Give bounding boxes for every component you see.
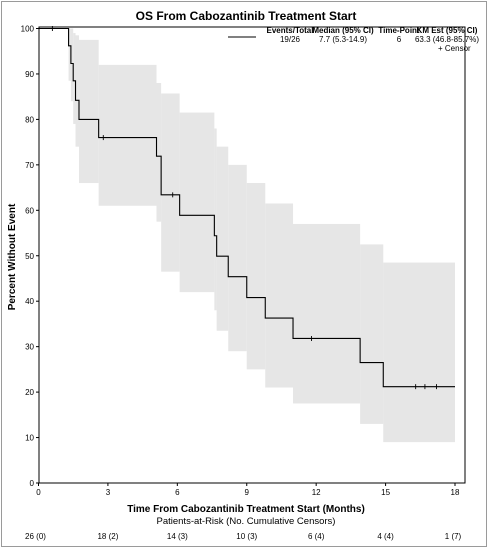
x-tick-label: 9 <box>245 488 250 497</box>
at-risk-title: Patients-at-Risk (No. Cumulative Censors… <box>157 516 336 527</box>
y-tick-label: 80 <box>25 115 34 124</box>
ci-band-segment <box>293 223 361 404</box>
y-tick-label: 100 <box>21 25 35 34</box>
at-risk-value: 4 (4) <box>377 532 394 541</box>
legend-km-est-value: 63.3 (46.8-85.7%) <box>415 35 479 44</box>
y-tick-label: 90 <box>25 70 34 79</box>
ci-band-segment <box>360 244 384 424</box>
ci-band-segment <box>216 146 229 331</box>
legend-header-km-est: KM Est (95% CI) <box>417 26 478 35</box>
y-tick-label: 10 <box>25 434 34 443</box>
survival-step-line <box>38 27 455 388</box>
y-tick-label: 60 <box>25 206 34 215</box>
ci-band-segment <box>98 64 157 206</box>
ci-band-segment <box>70 28 74 102</box>
x-tick-label: 15 <box>381 488 390 497</box>
legend-header-events: Events/Total <box>267 26 314 35</box>
ci-band-segment <box>78 39 99 184</box>
survival-curve <box>38 27 455 388</box>
censor-marks <box>51 26 437 390</box>
ci-band-segment <box>214 128 217 311</box>
x-tick-label: 3 <box>106 488 111 497</box>
at-risk-table: 26 (0) 18 (2) 14 (3) 10 (3) 6 (4) 4 (4) 1 (7) <box>25 532 462 541</box>
legend-median-value: 7.7 (5.3-14.9) <box>319 35 367 44</box>
x-tick-label: 0 <box>36 488 41 497</box>
y-tick-label: 0 <box>30 479 35 488</box>
legend-censor-label: + Censor <box>438 44 471 53</box>
y-axis-title: Percent Without Event <box>7 203 18 310</box>
ci-band-segment <box>265 203 294 388</box>
at-risk-value: 10 (3) <box>236 532 257 541</box>
y-tick-label: 40 <box>25 297 34 306</box>
x-tick-label: 12 <box>312 488 321 497</box>
y-tick-label: 50 <box>25 252 34 261</box>
ci-band-segment <box>75 35 79 147</box>
confidence-band <box>68 28 455 443</box>
x-tick-label: 6 <box>175 488 180 497</box>
at-risk-value: 1 (7) <box>445 532 462 541</box>
at-risk-value: 26 (0) <box>25 532 46 541</box>
ci-band-segment <box>161 93 180 272</box>
x-tick-label: 18 <box>451 488 460 497</box>
ci-band-segment <box>383 262 455 443</box>
at-risk-value: 18 (2) <box>97 532 118 541</box>
legend-header-timepoint: Time-Point <box>378 26 420 35</box>
chart-title: OS From Cabozantinib Treatment Start <box>136 9 357 23</box>
at-risk-value: 14 (3) <box>167 532 188 541</box>
ci-band-segment <box>156 83 162 222</box>
ci-band-segment <box>228 164 247 352</box>
at-risk-value: 6 (4) <box>308 532 325 541</box>
ci-band-segment <box>68 28 71 81</box>
ci-band-segment <box>73 33 76 124</box>
y-tick-label: 20 <box>25 388 34 397</box>
y-tick-label: 70 <box>25 161 34 170</box>
axes: 0 10 20 30 40 50 60 70 80 90 100 0 3 6 9 12 15 18 <box>21 25 460 498</box>
legend-header-median: Median (95% CI) <box>312 26 374 35</box>
y-tick-label: 30 <box>25 343 34 352</box>
plot-area <box>38 26 466 484</box>
legend-events-value: 19/26 <box>280 35 301 44</box>
x-axis-title: Time From Cabozantinib Treatment Start (… <box>127 504 365 515</box>
ci-band-segment <box>246 183 266 370</box>
legend: Events/Total Median (95% CI) Time-Point … <box>228 26 479 53</box>
ci-band-segment <box>179 112 215 293</box>
legend-timepoint-value: 6 <box>397 35 402 44</box>
